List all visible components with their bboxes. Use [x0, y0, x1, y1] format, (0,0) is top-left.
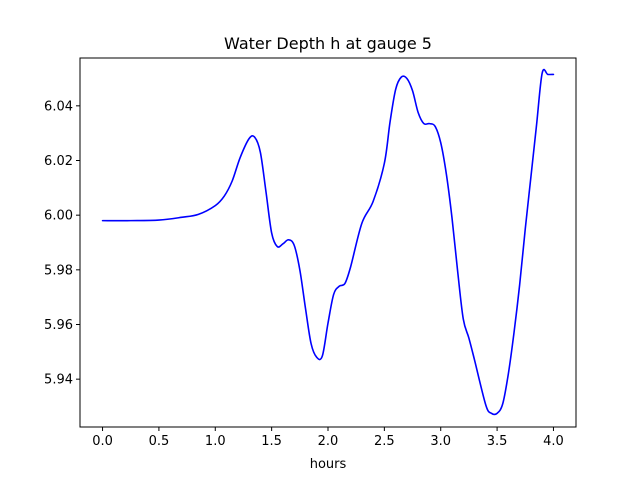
x-tick-label: 2.0 [318, 434, 339, 449]
y-tick-label: 5.94 [44, 373, 73, 388]
x-tick-label: 0.0 [92, 434, 113, 449]
y-tick-label: 6.00 [44, 209, 73, 224]
y-tick-label: 5.96 [44, 318, 73, 333]
x-tick-label: 3.0 [430, 434, 451, 449]
y-tick-label: 6.04 [44, 99, 73, 114]
x-axis-label: hours [310, 457, 347, 472]
x-tick-label: 3.5 [487, 434, 508, 449]
series-layer [101, 68, 555, 416]
series-line [101, 68, 555, 416]
x-tick-label: 0.5 [149, 434, 170, 449]
plot-area [80, 58, 576, 427]
y-tick-label: 6.02 [44, 154, 73, 169]
x-tick-label: 4.0 [543, 434, 564, 449]
x-axis: 0.0 0.5 1.0 1.5 2.0 2.5 3.0 3.5 4.0 [92, 427, 564, 449]
x-tick-label: 2.5 [374, 434, 395, 449]
y-axis: 5.94 5.96 5.98 6.00 6.02 6.04 [44, 99, 80, 388]
y-tick-label: 5.98 [44, 263, 73, 278]
x-tick-label: 1.0 [205, 434, 226, 449]
x-tick-label: 1.5 [261, 434, 282, 449]
chart-title: Water Depth h at gauge 5 [224, 34, 432, 53]
plot-frame [79, 57, 577, 428]
